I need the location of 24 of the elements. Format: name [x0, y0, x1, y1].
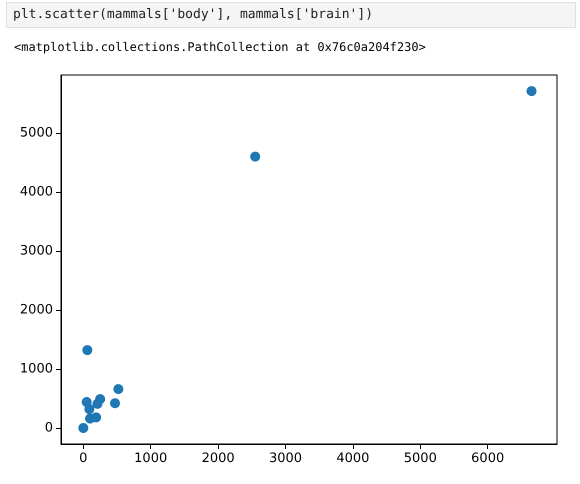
y-tick-label: 3000 — [20, 244, 53, 259]
y-tick-label: 5000 — [20, 126, 53, 140]
point — [82, 345, 92, 356]
y-tick-label: 2000 — [20, 302, 53, 318]
text: plt.scatter(mammals['body'], mammals['brain']) — [6, 2, 576, 28]
point — [78, 423, 88, 434]
x-tick-label: 1000 — [134, 451, 168, 466]
point — [110, 398, 120, 408]
point — [85, 414, 96, 424]
point — [92, 398, 102, 409]
point — [82, 397, 92, 408]
text: <matplotlib.collections.PathCollection at 0x76c0a204f230> — [14, 40, 426, 54]
x-tick-label: 6000 — [471, 451, 504, 466]
x-tick-label: 2000 — [202, 451, 235, 466]
y-tick-label: 0 — [44, 420, 53, 436]
point — [113, 384, 124, 394]
point — [250, 152, 260, 162]
y-tick-label: 1000 — [20, 362, 53, 377]
x-tick-label: 3000 — [268, 451, 302, 466]
y-tick-label: 4000 — [20, 184, 53, 200]
x-tick-label: 5000 — [404, 451, 437, 466]
x-tick-label: 4000 — [336, 451, 370, 466]
x-tick-label: 0 — [79, 451, 88, 466]
point — [526, 86, 537, 96]
